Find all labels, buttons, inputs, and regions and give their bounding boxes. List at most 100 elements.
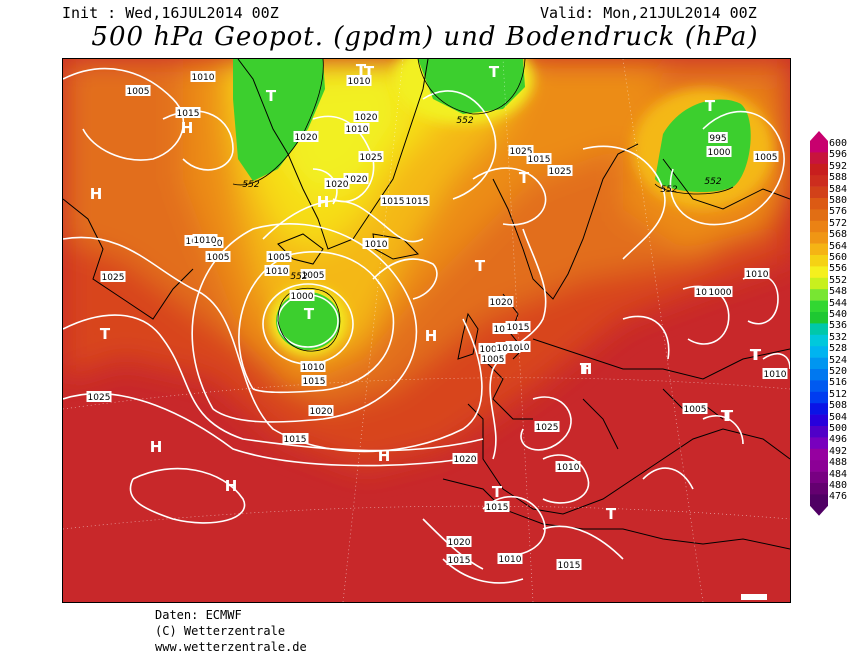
colorbar-level-label: 572	[829, 217, 848, 229]
isobar-label: 1020	[355, 113, 378, 123]
isobar-label-box	[707, 286, 733, 297]
isobar-label: 1010	[557, 463, 580, 473]
colorbar-swatch	[810, 300, 828, 313]
isobar-label-box	[324, 178, 350, 189]
colorbar-swatch	[810, 198, 828, 210]
isobar-label-box	[492, 323, 518, 334]
colorbar-swatch	[810, 357, 828, 370]
low-pressure-center: T	[364, 63, 375, 81]
colorbar-swatch	[810, 414, 828, 427]
isobar-label-box	[363, 238, 389, 249]
isobar-label: 1010	[194, 236, 217, 246]
low-pressure-center: T	[492, 483, 503, 501]
colorbar-swatch	[810, 471, 828, 484]
isobar-label: 1010	[348, 77, 371, 87]
colorbar-scale	[810, 131, 828, 516]
colorbar-level-label: 544	[829, 297, 848, 309]
isobar-label: 1020	[326, 180, 349, 190]
isobar-label: 1010	[302, 363, 325, 373]
isobar-label: 1015	[382, 197, 405, 207]
colorbar-swatch	[810, 175, 828, 187]
isobar-label-box	[308, 405, 334, 416]
low-pressure-center: T	[304, 305, 315, 323]
isobar-label: 1000	[291, 292, 314, 302]
isobar-label-box	[555, 461, 581, 472]
low-pressure-center: T	[356, 61, 367, 79]
isobar-label-box	[706, 146, 732, 157]
geopotential-label: 552	[456, 116, 473, 126]
geopotential-label: 552	[290, 272, 307, 282]
low-pressure-center: T	[475, 257, 486, 275]
isobar-label: 1010	[497, 344, 520, 354]
low-pressure-center: T	[750, 346, 761, 364]
high-pressure-center: H	[225, 477, 238, 495]
isobar-label: 995	[709, 134, 726, 144]
isobar-label-box	[547, 165, 573, 176]
low-pressure-center: T	[100, 325, 111, 343]
isobar-label-box	[175, 107, 201, 118]
geopotential-labels: 552 552 552 552 552	[242, 116, 721, 282]
map-marker	[741, 594, 767, 600]
isobar-label-box	[300, 269, 326, 280]
isobar-label-box	[264, 265, 290, 276]
colorbar-level-label: 592	[829, 160, 848, 172]
colorbar-swatch	[810, 255, 828, 267]
colorbar-level-label: 600	[829, 138, 848, 149]
isobar-label: 1015	[507, 323, 530, 333]
isobar-label-box	[100, 271, 126, 282]
colorbar-level-label: 496	[829, 434, 848, 446]
isobar-label-box	[488, 296, 514, 307]
geopotential-label: 552	[242, 180, 259, 190]
colorbar-swatch	[810, 334, 828, 347]
colorbar-level-label: 484	[829, 468, 848, 480]
credit-copyright: (C) Wetterzentrale	[155, 624, 286, 638]
geopotential-label: 552	[704, 177, 721, 187]
high-pressure-center: H	[317, 193, 330, 211]
credit-url[interactable]: www.wetterzentrale.de	[155, 640, 307, 654]
colorbar-swatch	[810, 448, 828, 461]
isobar-label: 1020	[345, 175, 368, 185]
isobar-label-box	[446, 554, 472, 565]
isobar-label: 1005	[684, 405, 707, 415]
colorbar-swatch	[810, 232, 828, 244]
colorbar-level-label: 564	[829, 240, 848, 252]
colorbar-swatch	[810, 437, 828, 450]
colorbar-swatch	[810, 483, 828, 495]
isobar-label-box	[343, 173, 369, 184]
isobar-label-box	[86, 391, 112, 402]
low-pressure-center: T	[580, 360, 591, 378]
colorbar-level-label: 568	[829, 229, 848, 241]
colorbar-level-label: 552	[829, 274, 848, 286]
isobar-label: 1020	[448, 538, 471, 548]
isobar-label-box	[762, 368, 788, 379]
isobar-label-box	[282, 433, 308, 444]
colorbar-level-label: 556	[829, 263, 848, 275]
isobar-label-box	[404, 195, 430, 206]
isobar-label-box	[125, 85, 151, 96]
colorbar-level-label: 532	[829, 331, 848, 343]
colorbar-swatch	[810, 277, 828, 290]
colorbar-swatch	[810, 380, 828, 393]
isobar-label: 1010	[346, 125, 369, 135]
isobar-label-box	[190, 71, 216, 82]
isobar-label: 1025	[536, 423, 559, 433]
colorbar-level-label: 512	[829, 388, 848, 400]
isobar-label: 1020	[310, 407, 333, 417]
init-time: Init : Wed,16JUL2014 00Z	[62, 4, 279, 22]
colorbar-level-label: 588	[829, 172, 848, 184]
isobar-label-box	[478, 343, 504, 354]
isobar-label: 1005	[755, 153, 778, 163]
colorbar-bottom-arrow	[810, 505, 828, 516]
isobar-label: 1010	[365, 240, 388, 250]
isobar-label: 1015	[406, 197, 429, 207]
isobar-label: 1025	[510, 147, 533, 157]
low-pressure-center: T	[751, 346, 762, 364]
colorbar-top-arrow	[810, 131, 828, 141]
high-pressure-center: H	[181, 119, 194, 137]
colorbar-swatch	[810, 403, 828, 415]
high-pressure-center: H	[425, 327, 438, 345]
isobar-label: 1015	[177, 109, 200, 119]
colorbar-level-label: 596	[829, 149, 848, 161]
isobar-label: 1020	[490, 298, 513, 308]
